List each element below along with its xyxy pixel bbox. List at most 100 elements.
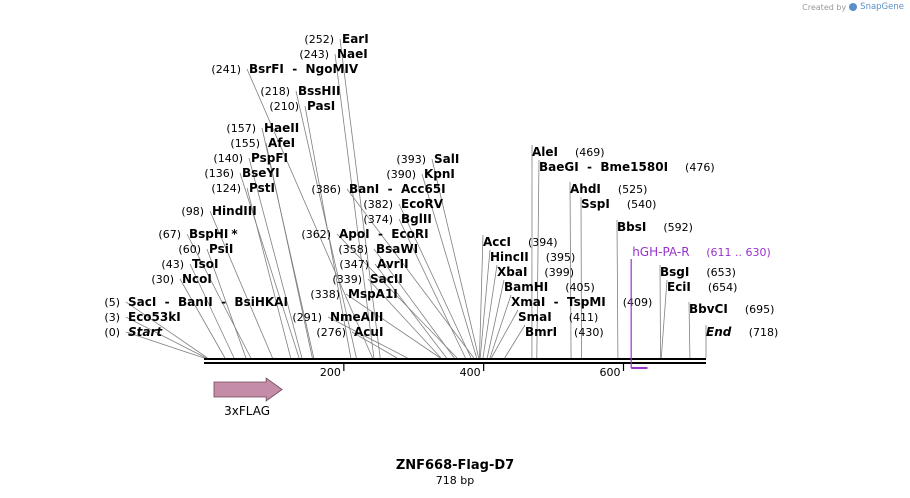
site-sacii[interactable]: (339) SacII [332,272,402,286]
site-psii[interactable]: (60) PsiI [178,242,233,256]
site-position: (338) [310,288,340,301]
site-leader-ecorv [398,203,472,359]
feature-label: 3xFLAG [224,404,270,418]
feature-3xflag[interactable]: 3xFLAG [213,377,283,418]
site-leader-sacii [367,278,442,359]
site-position: (210) [269,100,299,113]
site-name: PspFI [251,151,288,165]
site-position: (653) [706,266,736,279]
site-leader-saci-banii-bsihkai [125,301,208,359]
site-name: AleI [532,145,558,159]
site-name: BbvCI [689,302,728,316]
site-leader-tsoi [189,263,235,359]
site-xmai-tspmi[interactable]: XmaI - TspMI (409) [511,295,652,309]
site-ahdi[interactable]: AhdI (525) [570,182,647,196]
site-baegi-bme1580i[interactable]: BaeGI - Bme1580I (476) [539,160,715,174]
site-bmri[interactable]: BmrI (430) [525,325,604,339]
site-leader-xmai-tspmi [489,294,512,359]
site-bsawi[interactable]: (358) BsaWI [338,242,418,256]
site-name: BamHI [504,280,548,294]
site-pspfi[interactable]: (140) PspFI [213,151,288,165]
primer-hgh-pa-r[interactable]: hGH-PA-R (611 .. 630) [630,245,771,369]
site-psti[interactable]: (124) PstI [211,181,275,195]
site-kpni[interactable]: (390) KpnI [386,167,455,181]
site-position: (411) [569,311,599,324]
site-name: BssHII [298,84,340,98]
site-eco53ki[interactable]: (3) Eco53kI [104,310,180,324]
site-eari[interactable]: (252) EarI [304,32,368,46]
site-position: (140) [213,152,243,165]
site-position: (243) [299,48,329,61]
site-position: (525) [618,183,648,196]
site-hincii[interactable]: HincII (395) [490,250,575,264]
site-position: (124) [211,182,241,195]
site-haeii[interactable]: (157) HaeII [226,121,299,135]
site-leader-apoi-ecori [336,233,458,359]
site-bani-acc65i[interactable]: (386) BanI - Acc65I [311,182,445,196]
site-leader-bsphi [186,233,252,359]
site-saci-banii-bsihkai[interactable]: (5) SacI - BanII - BsiHKAI [104,295,288,309]
site-labels: (0) Start (3) Eco53kI (5) SacI - BanII - BsiH… [104,32,778,339]
site-name: MspA1I [348,287,398,301]
site-ecorv[interactable]: (382) EcoRV [363,197,443,211]
site-bseyi[interactable]: (136) BseYI [204,166,279,180]
site-bsrfi-ngomiv[interactable]: (241) BsrFI - NgoMIV [211,62,358,76]
site-bbsi[interactable]: BbsI (592) [617,220,693,234]
site-position: (291) [292,311,322,324]
site-position: (358) [338,243,368,256]
site-position: (276) [316,326,346,339]
site-pasi[interactable]: (210) PasI [269,99,335,113]
site-leader-kpni [421,173,478,359]
site-avrii[interactable]: (347) AvrII [339,257,408,271]
site-leader-nmeaiii [327,316,408,359]
site-name: PasI [307,99,335,113]
site-naei[interactable]: (243) NaeI [299,47,367,61]
site-nmeaiii[interactable]: (291) NmeAIII [292,310,383,324]
site-sali[interactable]: (393) SalI [396,152,459,166]
map-length: 718 bp [435,474,475,487]
site-position: (98) [181,205,204,218]
site-ncoi[interactable]: (30) NcoI [151,272,211,286]
site-name: SspI [581,197,610,211]
map-title-block: ZNF668-Flag-D7 718 bp [0,458,910,487]
site-apoi-ecori[interactable]: (362) ApoI - EcoRI [301,227,428,241]
site-name: AcuI [354,325,383,339]
site-bbvci[interactable]: BbvCI (695) [689,302,774,316]
site-bglii[interactable]: (374) BglII [363,212,431,226]
site-start[interactable]: (0) Start [104,325,163,339]
site-bamhi[interactable]: BamHI (405) [504,280,595,294]
site-position: (399) [544,266,574,279]
site-bsshii[interactable]: (218) BssHII [260,84,340,98]
primer-range: (611 .. 630) [706,246,771,259]
site-afei[interactable]: (155) AfeI [230,136,295,150]
site-leader-sali [431,158,480,359]
site-name: EcoRV [401,197,444,211]
site-mspa1i[interactable]: (338) MspA1I [310,287,397,301]
site-acci[interactable]: AccI (394) [483,235,558,249]
site-bsphi[interactable]: (67) BspHI * [158,227,238,241]
site-sspi[interactable]: SspI (540) [581,197,656,211]
site-name: SacII [370,272,403,286]
site-leader-bglii [398,218,466,359]
site-position: (718) [749,326,779,339]
site-tsoi[interactable]: (43) TsoI [161,257,218,271]
site-xbai[interactable]: XbaI (399) [497,265,574,279]
site-position: (3) [104,311,120,324]
site-position: (60) [178,243,201,256]
site-bsgi[interactable]: BsgI (653) [660,265,736,279]
site-position: (393) [396,153,426,166]
site-name: HindIII [212,204,257,218]
site-position: (218) [260,85,290,98]
site-acui[interactable]: (276) AcuI [316,325,383,339]
site-alei[interactable]: AleI (469) [532,145,605,159]
site-position: (540) [627,198,657,211]
site-hindiii[interactable]: (98) HindIII [181,204,256,218]
site-leader-hindiii [209,210,273,359]
site-end[interactable]: End (718) [706,325,778,339]
site-leader-bmri [504,324,526,359]
site-position: (43) [161,258,184,271]
site-position: (347) [339,258,369,271]
site-smai[interactable]: SmaI (411) [518,310,598,324]
site-ecii[interactable]: EciI (654) [667,280,737,294]
site-name: AvrII [377,257,409,271]
